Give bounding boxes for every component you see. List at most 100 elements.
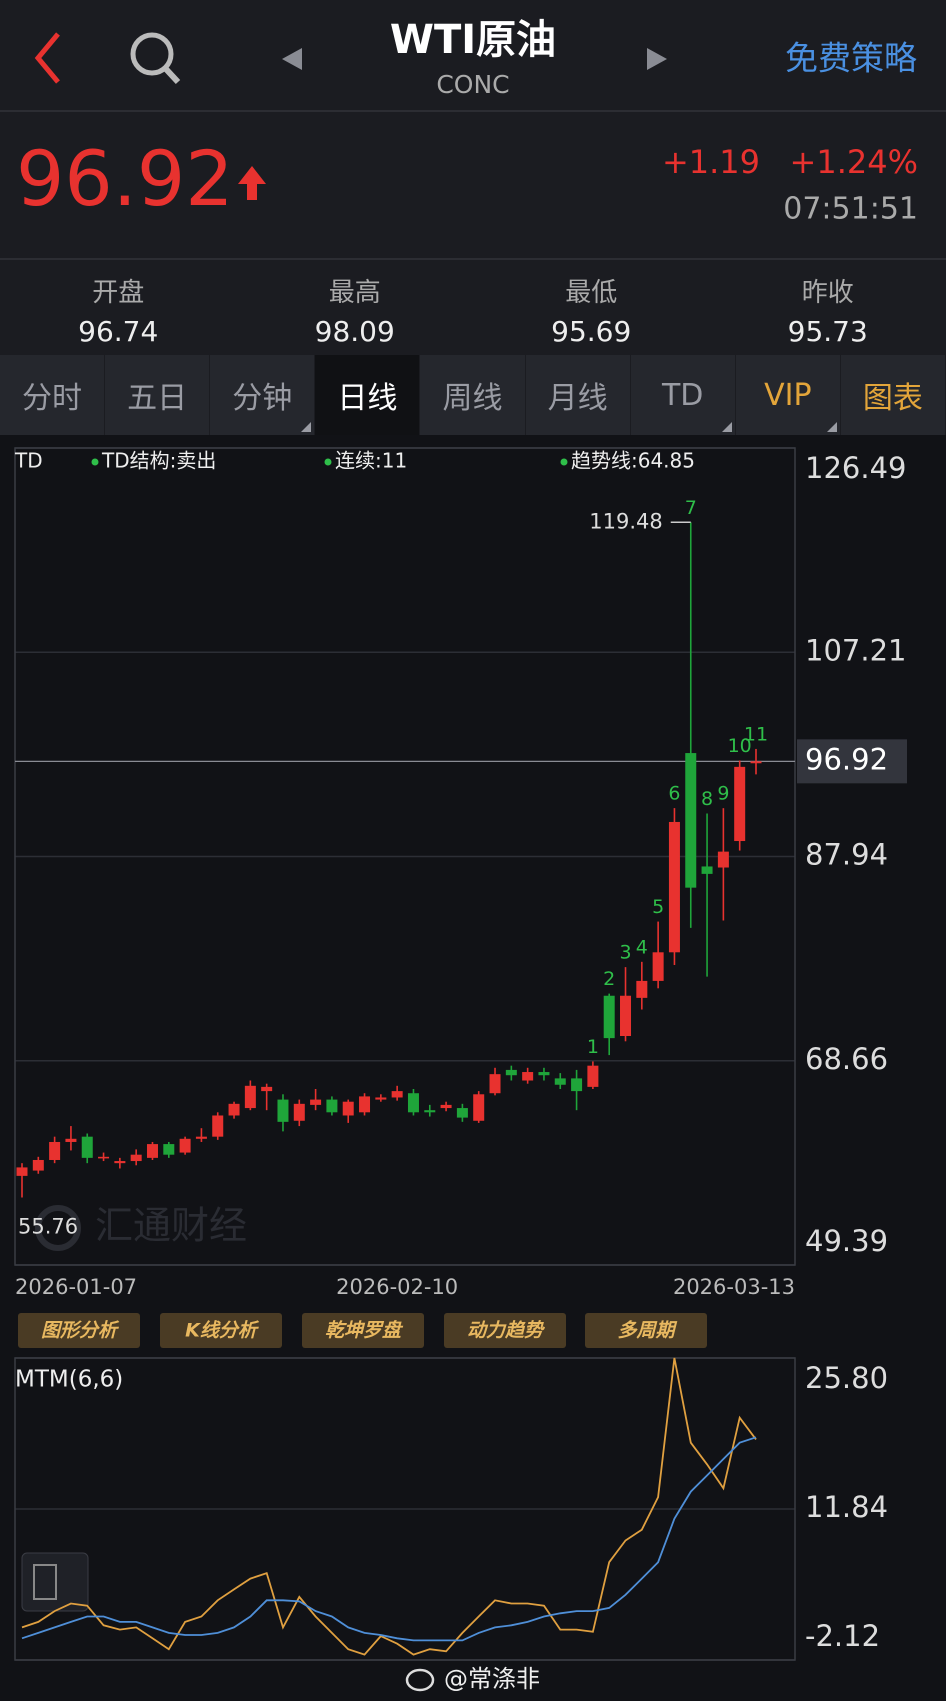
candle-body	[456, 1108, 468, 1118]
tool-button-bg	[18, 1313, 140, 1348]
candle-body	[391, 1091, 403, 1098]
period-tab[interactable]: 日线	[315, 355, 421, 435]
stat-cell: 昨收 95.73	[710, 260, 946, 355]
indicator-title: TD	[14, 449, 43, 473]
price-change-pct: +1.24%	[790, 143, 918, 181]
stat-label: 最高	[328, 278, 381, 308]
indicator-line	[21, 1357, 757, 1656]
plot-border	[14, 1357, 796, 1661]
instrument-title: WTI原油	[390, 17, 556, 63]
candle-body	[538, 1072, 550, 1076]
stat-label: 最低	[565, 278, 618, 308]
candle-body	[750, 761, 762, 764]
candle-body	[49, 1141, 61, 1160]
candle-body	[440, 1104, 452, 1109]
stat-cell: 最高 98.09	[237, 260, 474, 355]
candle-body	[489, 1074, 501, 1094]
period-tab[interactable]: 分时	[0, 355, 106, 435]
toolbox-icon[interactable]	[21, 1552, 89, 1612]
period-tab[interactable]: 五日	[105, 355, 211, 435]
tool-button[interactable]: 乾坤罗盘	[302, 1313, 424, 1348]
candle-body	[16, 1167, 28, 1176]
candle-body	[603, 995, 615, 1039]
watermark-logo	[35, 1205, 81, 1251]
stat-value: 96.74	[78, 315, 159, 348]
stat-value: 98.09	[314, 315, 395, 348]
stat-cell: 开盘 96.74	[0, 260, 237, 355]
stats-row: 开盘 96.74 最高 98.09 最低 95.69 昨收 95.73	[0, 260, 946, 355]
search-button[interactable]	[130, 32, 181, 85]
stat-value: 95.69	[551, 315, 632, 348]
td-count: 7	[685, 497, 697, 519]
candle-body	[701, 866, 713, 874]
tool-button-label: 乾坤罗盘	[325, 1320, 404, 1342]
tool-button[interactable]: 图形分析	[18, 1313, 140, 1348]
tool-button-label: K线分析	[185, 1320, 260, 1342]
legend-item: 趋势线:64.85	[571, 449, 695, 473]
period-tab[interactable]: VIP	[736, 355, 841, 435]
y-tick-label: 25.80	[805, 1361, 888, 1395]
td-count: 2	[603, 968, 615, 990]
candle-body	[522, 1072, 534, 1081]
indicator-line	[21, 1436, 757, 1642]
y-tick-label: -2.12	[805, 1619, 880, 1653]
candle-body	[310, 1099, 322, 1105]
tool-button-bg	[160, 1313, 282, 1348]
prev-button[interactable]	[282, 48, 302, 70]
candle-body	[620, 995, 632, 1037]
candle-body	[375, 1097, 387, 1100]
quote-panel: 96.92 +1.19 +1.24% 07:51:51	[0, 112, 946, 260]
strategy-button[interactable]: 免费策略	[785, 39, 917, 78]
chart-background	[0, 435, 946, 1701]
plot-border	[14, 447, 796, 1266]
candle-body	[261, 1086, 273, 1092]
y-tick-label: 49.39	[805, 1224, 888, 1258]
quote-graphic: 96.92 +1.19 +1.24% 07:51:51	[16, 134, 918, 227]
stat-value: 95.73	[787, 315, 868, 348]
high-annotation: 119.48	[589, 509, 662, 533]
candle-body	[505, 1069, 517, 1076]
tool-button-label: 多周期	[617, 1320, 677, 1342]
period-tab[interactable]: 月线	[526, 355, 631, 435]
candle-body	[571, 1078, 583, 1092]
candle-body	[81, 1136, 93, 1158]
candle-body	[685, 753, 697, 888]
tool-button[interactable]: K线分析	[160, 1313, 282, 1348]
period-tab[interactable]: TD	[631, 355, 736, 435]
y-tick-label: 87.94	[805, 838, 888, 872]
period-tab[interactable]: 周线	[420, 355, 526, 435]
candle-body	[179, 1138, 191, 1153]
legend-dot	[91, 458, 99, 466]
back-button[interactable]	[34, 32, 60, 84]
top-icons: WTI原油 CONC 免费策略	[34, 17, 917, 99]
period-tab[interactable]: 图表	[841, 355, 946, 435]
price-change: +1.19	[662, 143, 760, 181]
candle-body	[636, 980, 648, 998]
quote-time: 07:51:51	[783, 192, 918, 227]
tool-button[interactable]: 多周期	[585, 1313, 707, 1348]
candle-body	[326, 1099, 338, 1113]
td-count: 5	[652, 896, 664, 918]
tool-button-label: 图形分析	[41, 1320, 120, 1342]
y-tick-label: 68.66	[805, 1042, 888, 1076]
y-tick-label: 126.49	[805, 451, 906, 485]
x-tick-label: 2026-01-07	[15, 1275, 137, 1299]
tool-button-bg	[444, 1313, 566, 1348]
td-count: 6	[668, 783, 680, 805]
period-tab[interactable]: 分钟	[210, 355, 316, 435]
td-count: 10	[728, 735, 752, 757]
tool-button[interactable]: 动力趋势	[444, 1313, 566, 1348]
candle-body	[668, 821, 680, 953]
next-button[interactable]	[647, 48, 667, 70]
candle-body	[587, 1065, 599, 1087]
up-arrow	[238, 166, 266, 200]
stat-label: 昨收	[801, 278, 854, 308]
candle-body	[407, 1093, 419, 1113]
candle-body	[114, 1161, 126, 1164]
candle-body	[277, 1099, 289, 1122]
td-count: 4	[636, 936, 648, 958]
candle-body	[130, 1154, 142, 1162]
candle-body	[293, 1103, 305, 1121]
dropdown-marker	[721, 422, 732, 432]
